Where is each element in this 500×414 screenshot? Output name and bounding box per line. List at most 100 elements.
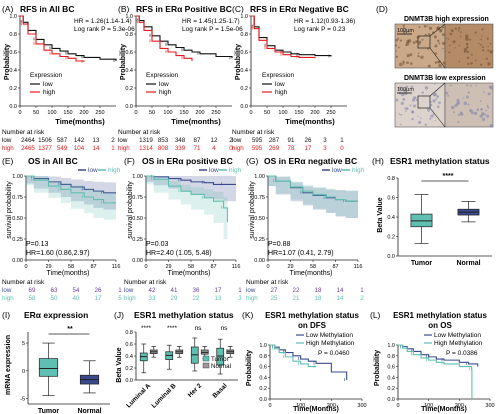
tissue-speckle [474, 31, 477, 34]
panel-b-ylabel: Probability [120, 44, 127, 80]
tissue-speckle [436, 105, 440, 109]
risk-count: 595 [252, 137, 263, 144]
risk-count: 348 [175, 137, 186, 144]
panel-f-p: P=0.03 [146, 241, 168, 248]
panel-a-xlabel: Time(months) [55, 117, 105, 126]
tissue-speckle [409, 53, 413, 57]
panel-e-p: P=0.13 [26, 241, 48, 248]
tissue-speckle [454, 27, 457, 30]
tissue-speckle [426, 47, 430, 50]
panel-a-title: RFS in All BC [20, 4, 74, 14]
y-tick-label: 0.8 [125, 32, 133, 38]
x-tick-label: 58 [188, 264, 194, 270]
km-curve-low [251, 15, 332, 57]
panel-b-xlabel: Time(months) [171, 117, 221, 126]
tissue-speckle [442, 61, 446, 65]
panel-f: (F) OS in ERα positive BC survival proba… [124, 156, 242, 302]
risk-count: 1506 [38, 137, 52, 144]
tissue-speckle [487, 62, 491, 66]
ci-band-high [26, 176, 116, 220]
x-category-label: Normal [456, 260, 480, 267]
panel-a-risk-low-row: 2464 1506 587 142 13 2 [21, 137, 115, 144]
tissue-speckle [467, 62, 470, 65]
panel-f-risk-low-label: low [124, 287, 134, 294]
tissue-speckle [457, 113, 460, 116]
tissue-speckle [394, 44, 398, 47]
tissue-speckle [479, 43, 482, 46]
panel-c-risk-header: Number at risk [232, 129, 275, 136]
x-tick-label: 0 [144, 264, 147, 270]
y-tick-label: 0.6 [9, 50, 17, 56]
tissue-speckle [474, 59, 477, 62]
risk-count: 1 [238, 287, 242, 294]
risk-count: 1 [360, 287, 364, 294]
tissue-speckle [427, 64, 431, 68]
panel-k-ylabel: Probability [246, 350, 253, 386]
tissue-speckle [481, 46, 485, 49]
y-tick-label: 1.00 [254, 174, 265, 180]
risk-count: 1 [118, 287, 122, 294]
panel-b-risk-low-row: 1319 853 348 87 12 2 [139, 137, 233, 144]
tissue-speckle [399, 62, 403, 67]
tissue-speckle [466, 84, 469, 87]
tissue-speckle [462, 97, 464, 99]
panel-a-ylabel: Probability [4, 44, 11, 80]
x-tick-label: 100 [296, 403, 305, 409]
tissue-speckle [416, 96, 419, 98]
x-tick-label: 300 [485, 403, 494, 409]
tissue-speckle [428, 26, 433, 30]
tissue-speckle [417, 52, 420, 55]
tissue-speckle [429, 117, 432, 120]
panel-h-plot: 0.0 0.2 0.4 0.6 0.8 Tumor Normal [387, 176, 492, 267]
tissue-speckle [452, 111, 455, 114]
panel-l-legend-high: High Methylation [434, 340, 483, 347]
tissue-speckle [419, 117, 422, 119]
risk-count: 2 [111, 137, 115, 144]
panel-l-letter: (L) [370, 310, 381, 320]
tissue-speckle [402, 30, 406, 34]
risk-count: 5 [118, 295, 122, 302]
risk-count: 54 [73, 287, 80, 294]
x-tick-label: 200 [455, 403, 464, 409]
tissue-speckle [416, 35, 420, 39]
y-tick-label: 0.25 [12, 237, 23, 243]
panel-d-letter: (D) [376, 4, 388, 14]
tissue-speckle [397, 46, 400, 49]
panel-d-scale-high: 100μm [397, 28, 414, 34]
tissue-speckle [488, 85, 492, 89]
tissue-speckle [397, 37, 400, 40]
tissue-speckle [466, 56, 470, 60]
x-tick-label: 100 [163, 110, 172, 116]
tissue-speckle [479, 114, 483, 118]
x-tick-label: 150 [294, 110, 303, 116]
risk-count: 2465 [21, 145, 35, 152]
panel-e-plot: 0.00 0.25 0.50 0.75 1.00 0 29 58 87 116 [12, 174, 120, 270]
risk-count: 0 [340, 145, 344, 152]
y-tick-label: 0.6 [240, 50, 248, 56]
risk-count: 22 [193, 295, 200, 302]
risk-count: 339 [175, 145, 186, 152]
x-tick-label: 0 [266, 264, 269, 270]
panel-c-plot: 0.0 0.2 0.4 0.6 0.8 1.0 0 50 100 150 200 250 [240, 14, 347, 116]
risk-count: 71 [194, 145, 201, 152]
tissue-speckle [406, 107, 409, 110]
panel-g-risk-low-label: low [246, 287, 256, 294]
tissue-speckle [480, 100, 482, 103]
risk-count: 1 [340, 137, 344, 144]
panel-d-scale-low: 100μm [397, 87, 414, 93]
panel-a-risk-high-label: high [2, 145, 14, 152]
tissue-speckle [411, 117, 414, 121]
x-tick-label: 150 [179, 110, 188, 116]
panel-c: (C) RFS in ERα Negative BC HR = 1.12(0.9… [232, 4, 355, 152]
y-tick-label: 0.0 [240, 104, 248, 110]
panel-g-risk-high-row: 25 21 18 14 2 [271, 295, 365, 302]
tissue-speckle [460, 31, 462, 33]
risk-count: 33 [149, 295, 156, 302]
tissue-speckle [434, 119, 436, 122]
tissue-speckle [416, 98, 419, 102]
x-tick-label: 100 [278, 110, 287, 116]
panel-b-hr: HR = 1.45(1.25-1.7) [182, 18, 240, 25]
risk-count: 2 [229, 137, 233, 144]
panel-b-title: RFS in ERα Positive BC [136, 4, 232, 14]
tissue-speckle [417, 120, 422, 124]
